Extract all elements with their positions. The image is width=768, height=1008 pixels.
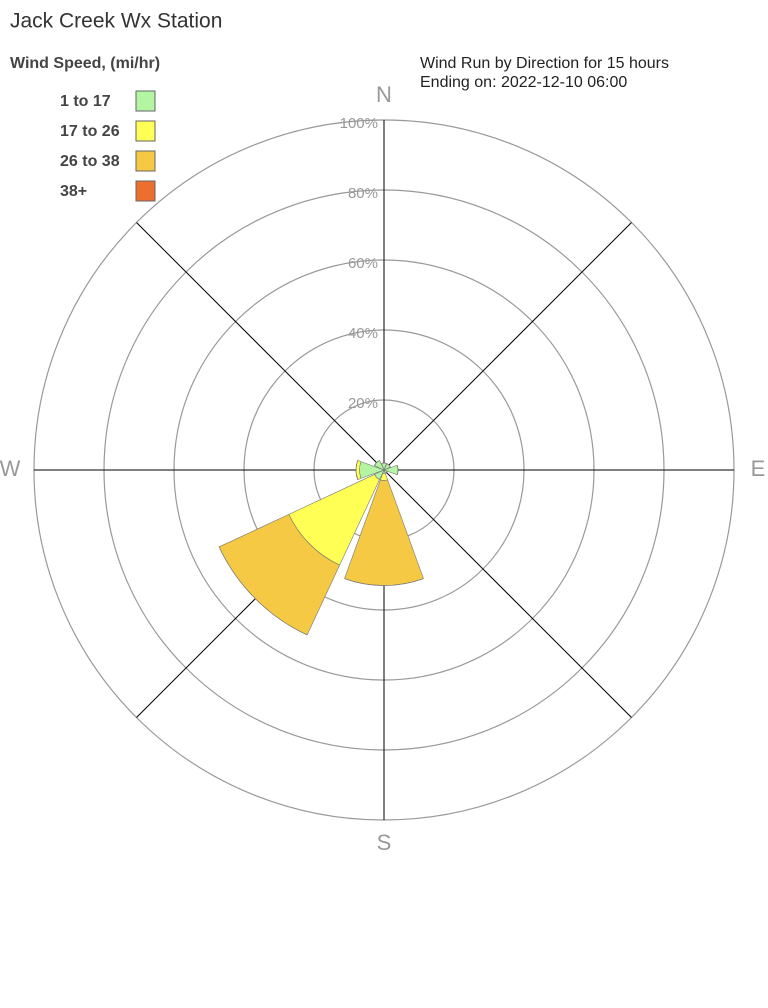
- legend-swatch: [135, 150, 156, 172]
- ring-label: 100%: [340, 115, 378, 132]
- ring-label: 60%: [348, 255, 378, 272]
- legend-swatch: [135, 90, 156, 112]
- ring-label: 80%: [348, 185, 378, 202]
- direction-label: E: [751, 456, 766, 481]
- spoke: [136, 222, 385, 471]
- legend-label: 17 to 26: [60, 123, 120, 140]
- legend-title: Wind Speed, (mi/hr): [10, 55, 160, 72]
- subtitle: Ending on: 2022-12-10 06:00: [420, 74, 627, 91]
- legend-swatch: [135, 120, 156, 142]
- direction-label: N: [376, 82, 392, 107]
- ring-label: 40%: [348, 325, 378, 342]
- wedge: [344, 578, 424, 586]
- wedge: [218, 546, 308, 636]
- wedge: [396, 465, 399, 475]
- labels: N E S W 20% 40% 60% 80% 100% 1 to 17 17 to 26 26 to…: [0, 82, 765, 855]
- legend-label: 38+: [60, 183, 87, 200]
- legend-label: 26 to 38: [60, 153, 120, 170]
- spoke: [383, 222, 632, 471]
- legend-swatch: [135, 180, 156, 202]
- grid: [33, 119, 735, 821]
- direction-label: W: [0, 456, 21, 481]
- direction-label: S: [377, 830, 392, 855]
- legend-label: 1 to 17: [60, 93, 111, 110]
- subtitle: Wind Run by Direction for 15 hours: [420, 55, 669, 72]
- chart-title: Jack Creek Wx Station: [10, 10, 222, 33]
- spoke: [383, 469, 632, 718]
- ring-label: 20%: [348, 395, 378, 412]
- wedges: [218, 460, 424, 636]
